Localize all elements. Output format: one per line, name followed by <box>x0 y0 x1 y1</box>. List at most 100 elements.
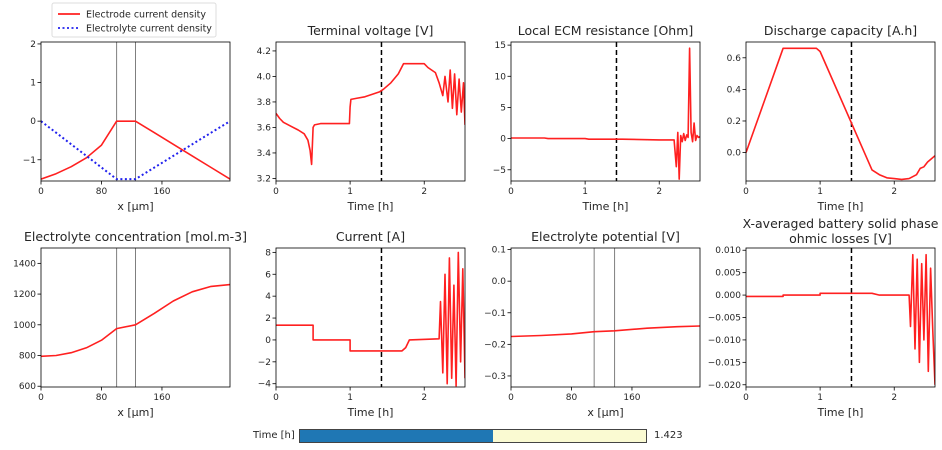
y-tick-label: 4.2 <box>257 47 271 57</box>
y-tick-label: 6 <box>265 270 271 280</box>
axes-frame <box>40 41 231 182</box>
y-tick-label: −2 <box>258 358 271 368</box>
y-tick-label: −0.010 <box>708 336 742 346</box>
axes-frame <box>510 41 701 182</box>
series-line <box>41 283 230 358</box>
x-tick-label: 80 <box>566 393 578 403</box>
y-tick-label: 3.2 <box>257 174 271 184</box>
y-tick-label: 5 <box>500 103 506 113</box>
x-axis-label: x [μm] <box>587 406 623 419</box>
y-tick-label: −0.1 <box>484 309 506 319</box>
x-tick-label: 80 <box>96 187 108 197</box>
plot-2: 0 1 2 3.2 3.4 3.6 3.8 4.0 4.2 Time [h] Terminal vo… <box>257 23 466 213</box>
y-tick-label: 2 <box>30 40 36 50</box>
series-line <box>511 325 700 338</box>
y-tick-label: 1 <box>30 79 36 89</box>
y-tick-label: −0.015 <box>708 358 741 368</box>
y-tick-label: 0.010 <box>715 246 741 256</box>
series-line <box>41 120 230 180</box>
y-tick-label: 0.0 <box>727 149 742 159</box>
y-tick-label: 0 <box>265 336 271 346</box>
x-tick-label: 0 <box>38 187 44 197</box>
y-tick-label: 0 <box>500 135 506 145</box>
x-tick-label: 0 <box>743 187 749 197</box>
y-tick-label: 1400 <box>13 259 36 269</box>
x-axis-label: Time [h] <box>817 406 864 419</box>
axes-frame <box>275 247 466 388</box>
legend: Electrode current density Electrolyte cur… <box>51 2 217 38</box>
series-line <box>746 253 935 385</box>
plot-3: 0 1 2 −5 0 5 10 15 Time [h] Local ECM resistance … <box>493 23 701 213</box>
plot-4: 0 1 2 0.0 0.2 0.4 0.6 Time [h] Discharge capacit… <box>727 23 936 213</box>
series-line <box>511 47 700 180</box>
y-tick-label: 0.1 <box>492 246 506 256</box>
y-tick-label: 0 <box>30 117 36 127</box>
time-slider[interactable] <box>299 429 647 443</box>
plot-title: X-averaged battery solid phase <box>743 216 939 231</box>
y-tick-label: 0.4 <box>727 85 742 95</box>
legend-label: Electrode current density <box>86 10 206 21</box>
y-tick-label: 15 <box>495 41 506 51</box>
plot-6: 0 1 2 −4 −2 0 2 4 6 8 Time [h] Current [A] <box>258 229 466 419</box>
plot-1: 0 80 160 −1 0 1 2 x [μm] <box>23 40 231 213</box>
axes-frame <box>745 247 936 388</box>
y-tick-label: −0.005 <box>708 314 741 324</box>
x-axis-label: Time [h] <box>347 406 394 419</box>
time-slider-fill[interactable] <box>300 430 494 442</box>
legend-label: Electrolyte current density <box>86 24 212 35</box>
y-tick-label: 4.0 <box>257 72 272 82</box>
y-tick-label: −0.2 <box>484 340 506 350</box>
x-tick-label: 80 <box>96 393 108 403</box>
x-tick-label: 0 <box>508 393 514 403</box>
plot-title: Electrolyte potential [V] <box>531 229 680 244</box>
axes-frame <box>745 41 936 182</box>
x-tick-label: 2 <box>421 393 427 403</box>
x-axis-label: x [μm] <box>117 406 153 419</box>
y-tick-label: −5 <box>493 166 506 176</box>
plot-7: 0 80 160 −0.3 −0.2 −0.1 0.0 0.1 x [μm] Electrolyt… <box>484 229 701 419</box>
plot-title: Current [A] <box>336 229 405 244</box>
plot-5: 0 80 160 600 800 1000 1200 1400 x [μm] Electrolyt… <box>13 229 247 419</box>
y-tick-label: 4 <box>265 292 271 302</box>
y-tick-label: 2 <box>265 314 271 324</box>
x-tick-label: 2 <box>891 393 897 403</box>
axes-frame <box>275 41 466 182</box>
y-tick-label: 800 <box>19 352 36 362</box>
plot-title: ohmic losses [V] <box>789 231 892 246</box>
y-tick-label: 3.4 <box>257 149 272 159</box>
y-tick-label: 1200 <box>13 290 36 300</box>
x-axis-label: Time [h] <box>347 200 394 213</box>
x-tick-label: 160 <box>623 393 640 403</box>
y-tick-label: 10 <box>495 72 507 82</box>
plot-title: Discharge capacity [A.h] <box>764 23 917 38</box>
x-tick-label: 1 <box>347 393 353 403</box>
x-tick-label: 160 <box>153 187 170 197</box>
y-tick-label: −0.3 <box>484 372 506 382</box>
y-tick-label: 0.005 <box>715 269 741 279</box>
series-line <box>746 47 935 181</box>
x-tick-label: 1 <box>582 187 588 197</box>
x-tick-label: 0 <box>743 393 749 403</box>
x-tick-label: 1 <box>817 187 823 197</box>
x-tick-label: 160 <box>153 393 170 403</box>
y-tick-label: 1000 <box>13 321 36 331</box>
series-line <box>276 251 465 387</box>
y-tick-label: −0.020 <box>708 381 742 391</box>
plot-title: Terminal voltage [V] <box>307 23 434 38</box>
x-tick-label: 1 <box>347 187 353 197</box>
x-axis-label: x [μm] <box>117 200 153 213</box>
y-tick-label: 3.8 <box>257 98 272 108</box>
time-slider-value: 1.423 <box>654 430 683 441</box>
y-tick-label: 0.0 <box>492 277 507 287</box>
plot-title: Electrolyte concentration [mol.m-3] <box>24 229 247 244</box>
series-line <box>41 120 230 181</box>
y-tick-label: 0.000 <box>715 291 741 301</box>
x-tick-label: 2 <box>421 187 427 197</box>
y-tick-label: 0.6 <box>727 54 742 64</box>
x-axis-label: Time [h] <box>817 200 864 213</box>
x-tick-label: 0 <box>273 187 279 197</box>
y-tick-label: 8 <box>265 248 271 258</box>
axes-frame <box>40 247 231 388</box>
time-slider-label: Time [h] <box>253 430 295 441</box>
